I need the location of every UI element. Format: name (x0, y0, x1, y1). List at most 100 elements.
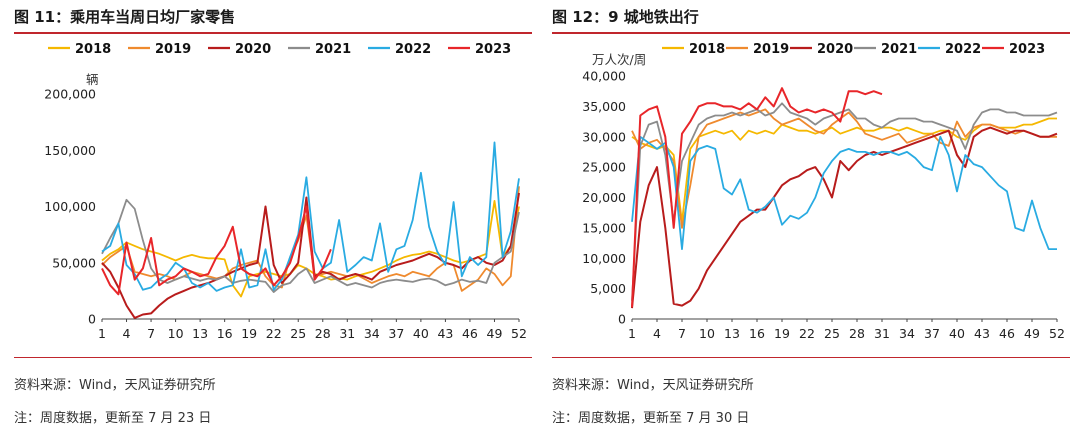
legend-label: 2018 (75, 42, 111, 57)
legend-item-2023: 2023 (448, 42, 511, 57)
x-tick-label: 34 (364, 326, 380, 341)
y-unit-label: 辆 (86, 72, 99, 87)
y-tick-label: 15,000 (582, 220, 626, 235)
legend-item-2019: 2019 (726, 42, 789, 57)
x-tick-label: 25 (290, 326, 306, 341)
source-note: 资料来源：Wind，天风证券研究所 (552, 378, 754, 393)
line-chart-subway: 2018 2019 2020 2021 2022 2023 万人次/周 0 5,000 10,00… (582, 42, 1065, 341)
update-note: 注：周度数据，更新至 7 月 23 日 (14, 411, 212, 426)
legend-label: 2021 (881, 42, 917, 57)
x-tick-label: 7 (678, 326, 686, 341)
y-tick-label: 150,000 (44, 143, 96, 158)
legend-label: 2023 (1009, 42, 1045, 57)
update-note: 注：周度数据，更新至 7 月 30 日 (552, 411, 750, 426)
x-tick-label: 28 (849, 326, 865, 341)
legend-label: 2018 (689, 42, 725, 57)
x-tick-label: 7 (147, 326, 155, 341)
x-tick-label: 10 (699, 326, 715, 341)
y-tick-label: 40,000 (582, 69, 626, 84)
series-line-2021 (101, 198, 520, 293)
legend-label: 2023 (475, 42, 511, 57)
x-tick-label: 46 (462, 326, 478, 341)
legend-item-2020: 2020 (790, 42, 853, 57)
x-tick-label: 1 (98, 326, 106, 341)
legend-item-2020: 2020 (208, 42, 271, 57)
legend-label: 2022 (945, 42, 981, 57)
x-tick-label: 19 (241, 326, 257, 341)
x-tick-label: 22 (799, 326, 815, 341)
x-tick-label: 1 (628, 326, 636, 341)
y-tick-label: 0 (88, 312, 96, 327)
x-tick-label: 4 (653, 326, 661, 341)
series-line-2021 (631, 102, 1058, 301)
x-tick-label: 49 (487, 326, 503, 341)
x-tick-label: 28 (315, 326, 331, 341)
series-line-2022 (101, 141, 520, 292)
legend-item-2018: 2018 (662, 42, 725, 57)
legend-label: 2020 (235, 42, 271, 57)
y-tick-label: 5,000 (590, 281, 626, 296)
y-tick-label: 100,000 (44, 199, 96, 214)
legend-item-2023: 2023 (982, 42, 1045, 57)
y-tick-label: 200,000 (44, 87, 96, 102)
legend-item-2021: 2021 (288, 42, 351, 57)
x-tick-label: 46 (999, 326, 1015, 341)
footer-divider (552, 357, 1070, 358)
series-line-2020 (631, 126, 1058, 309)
source-note: 资料来源：Wind，天风证券研究所 (14, 378, 216, 393)
legend-label: 2019 (753, 42, 789, 57)
legend-label: 2019 (155, 42, 191, 57)
x-tick-label: 31 (874, 326, 890, 341)
x-tick-label: 52 (511, 326, 527, 341)
y-tick-label: 10,000 (582, 251, 626, 266)
x-tick-label: 37 (924, 326, 940, 341)
legend-item-2022: 2022 (918, 42, 981, 57)
y-tick-label: 25,000 (582, 160, 626, 175)
series-line-2022 (631, 135, 1057, 251)
legend-label: 2020 (817, 42, 853, 57)
y-tick-label: 50,000 (52, 255, 96, 270)
line-chart-retail: 2018 2019 2020 2021 2022 2023 辆 0 50,000 100,000 1… (44, 42, 527, 341)
x-tick-label: 4 (123, 326, 131, 341)
chart-panel-right: 图 12：9 城地铁出行 2018 2019 2020 2021 2022 2023 万人次… (552, 0, 1074, 429)
legend-label: 2021 (315, 42, 351, 57)
x-tick-label: 19 (774, 326, 790, 341)
footer-divider (14, 357, 532, 358)
x-tick-label: 52 (1049, 326, 1065, 341)
x-tick-label: 49 (1024, 326, 1040, 341)
x-tick-label: 13 (192, 326, 208, 341)
legend-label: 2022 (395, 42, 431, 57)
chart-title: 图 12：9 城地铁出行 (552, 8, 699, 26)
x-tick-label: 10 (168, 326, 184, 341)
x-tick-label: 16 (217, 326, 233, 341)
series-line-2023 (631, 87, 883, 307)
legend-item-2022: 2022 (368, 42, 431, 57)
y-tick-label: 30,000 (582, 129, 626, 144)
x-tick-label: 40 (413, 326, 429, 341)
legend-item-2019: 2019 (128, 42, 191, 57)
y-tick-label: 20,000 (582, 190, 626, 205)
x-tick-label: 13 (724, 326, 740, 341)
x-tick-label: 34 (899, 326, 915, 341)
x-tick-label: 40 (949, 326, 965, 341)
chart-panel-left: 图 11：乘用车当周日均厂家零售 2018 2019 2020 2021 2022 202… (14, 0, 536, 429)
series-line-2018 (631, 117, 1057, 223)
x-tick-label: 16 (749, 326, 765, 341)
chart-title: 图 11：乘用车当周日均厂家零售 (14, 8, 236, 26)
x-tick-label: 43 (974, 326, 990, 341)
x-tick-label: 43 (437, 326, 453, 341)
series-line-2019 (631, 108, 1057, 229)
legend-item-2018: 2018 (48, 42, 111, 57)
y-tick-label: 35,000 (582, 99, 626, 114)
legend-item-2021: 2021 (854, 42, 917, 57)
y-unit-label: 万人次/周 (592, 52, 646, 67)
series-line-2018 (101, 199, 520, 298)
series-line-2023 (101, 205, 332, 296)
x-tick-label: 22 (266, 326, 282, 341)
y-tick-label: 0 (618, 312, 626, 327)
x-tick-label: 25 (824, 326, 840, 341)
x-tick-label: 31 (339, 326, 355, 341)
title-divider (552, 32, 1070, 34)
title-divider (14, 32, 532, 34)
x-tick-label: 37 (388, 326, 404, 341)
